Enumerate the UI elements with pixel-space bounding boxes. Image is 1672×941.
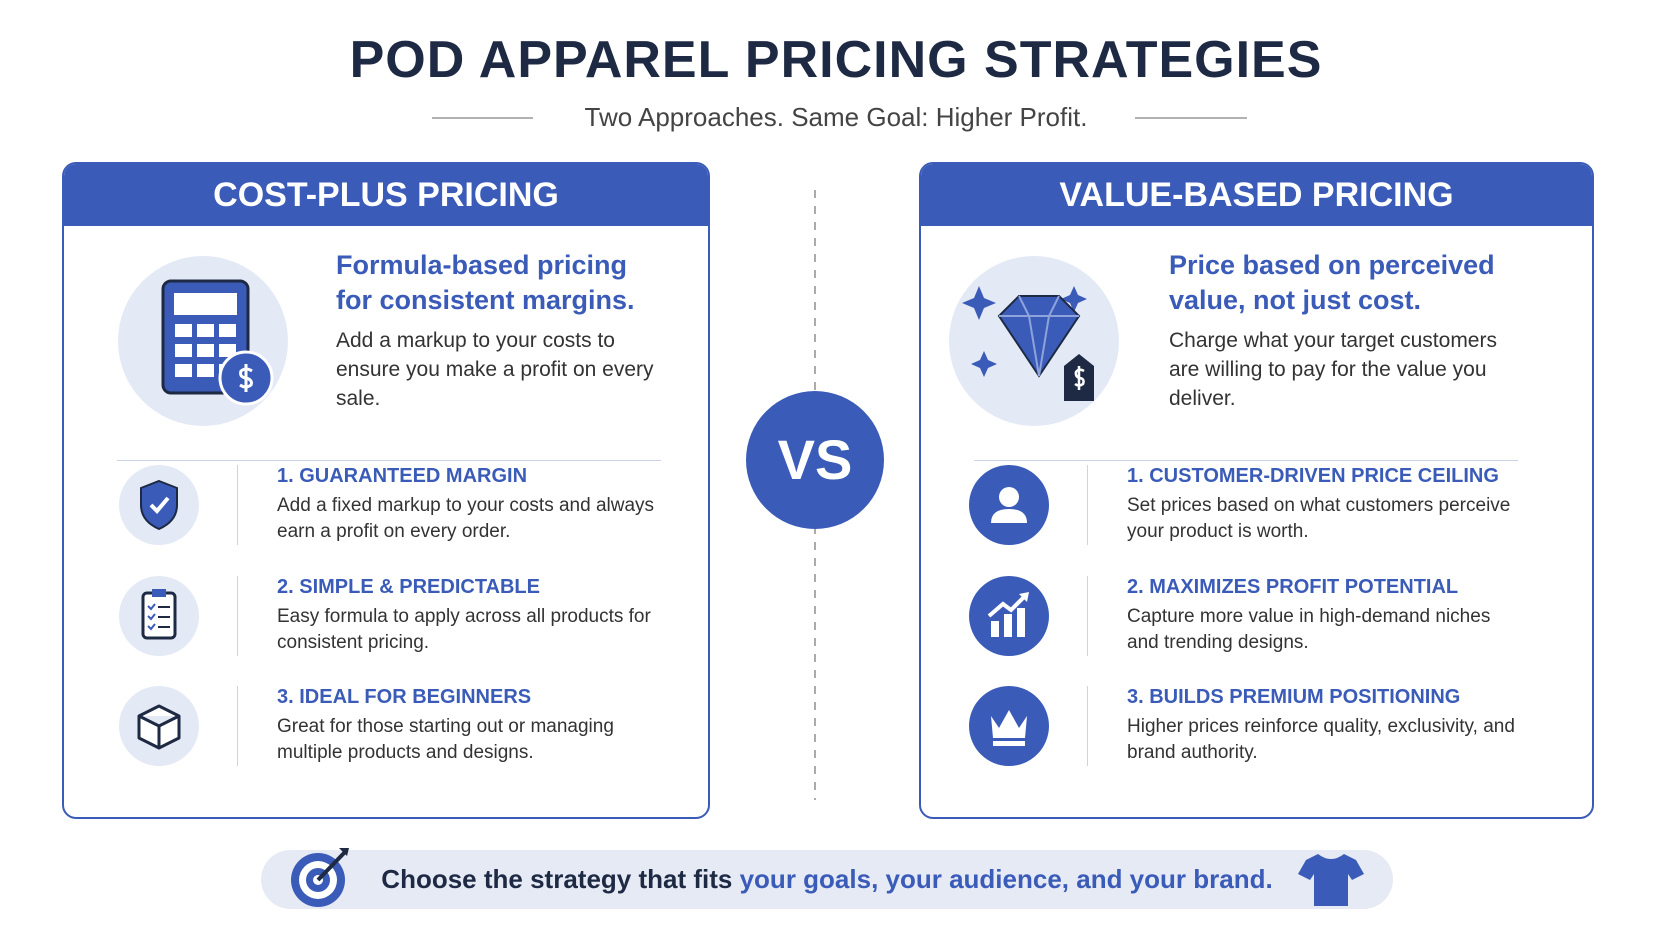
item-title: 2. MAXIMIZES PROFIT POTENTIAL bbox=[1127, 575, 1459, 598]
item-text: Great for those starting out or managing… bbox=[277, 716, 614, 763]
vs-badge: VS bbox=[746, 391, 884, 529]
footer-text: Choose the strategy that fits your goals… bbox=[261, 850, 1393, 909]
panel: COST-PLUS PRICING Formula-based pricing f… bbox=[62, 162, 710, 819]
item-title: 3. IDEAL FOR BEGINNERS bbox=[277, 686, 532, 708]
item-text: Set prices based on what customers perce… bbox=[1127, 495, 1511, 542]
item-icon bbox=[969, 575, 1049, 656]
description: Add a markup to your costs to ensure you… bbox=[336, 329, 654, 410]
footer-highlight: your goals, your audience, and your bran… bbox=[739, 864, 1273, 894]
item-separator bbox=[237, 686, 238, 766]
item-title: 1. CUSTOMER-DRIVEN PRICE CEILING bbox=[1127, 465, 1499, 487]
item-icon bbox=[969, 465, 1049, 545]
target-icon bbox=[291, 848, 349, 907]
panel: VALUE-BASED PRICING Price based on perce… bbox=[919, 162, 1594, 819]
item-text: Easy formula to apply across all product… bbox=[277, 605, 651, 653]
item-separator bbox=[237, 465, 238, 545]
item-icon bbox=[119, 465, 199, 545]
page-title: POD APPAREL PRICING STRATEGIES bbox=[349, 31, 1323, 89]
item-icon bbox=[969, 686, 1049, 766]
footer-pill bbox=[261, 850, 1393, 909]
item-title: 3. BUILDS PREMIUM POSITIONING bbox=[1127, 686, 1461, 708]
subtitle: Two Approaches. Same Goal: Higher Profit… bbox=[584, 102, 1088, 132]
item-text: Higher prices reinforce quality, exclusi… bbox=[1127, 716, 1515, 763]
divider bbox=[974, 460, 1518, 461]
hero-icon bbox=[949, 256, 1119, 426]
headline: Price based on perceived value, not just… bbox=[1169, 250, 1495, 315]
item-separator bbox=[237, 575, 238, 656]
panel-title: VALUE-BASED PRICING bbox=[921, 164, 1592, 226]
item-text: Capture more value in high-demand niches… bbox=[1127, 605, 1491, 653]
divider bbox=[117, 460, 661, 461]
item-title: 2. SIMPLE & PREDICTABLE bbox=[277, 575, 540, 598]
item-title: 1. GUARANTEED MARGIN bbox=[277, 465, 528, 487]
item-text: Add a fixed markup to your costs and alw… bbox=[277, 495, 655, 542]
hero-icon bbox=[118, 256, 288, 426]
item-separator bbox=[1087, 465, 1088, 545]
shirt-icon bbox=[1298, 854, 1364, 906]
description: Charge what your target customers are wi… bbox=[1169, 329, 1497, 410]
item-separator bbox=[1087, 686, 1088, 766]
panel-title: COST-PLUS PRICING bbox=[64, 164, 708, 226]
footer-lead: Choose the strategy that fits bbox=[381, 864, 733, 894]
item-icon bbox=[119, 575, 199, 656]
headline: Formula-based pricing for consistent mar… bbox=[336, 250, 635, 315]
item-separator bbox=[1087, 575, 1088, 656]
item-icon bbox=[119, 686, 199, 766]
